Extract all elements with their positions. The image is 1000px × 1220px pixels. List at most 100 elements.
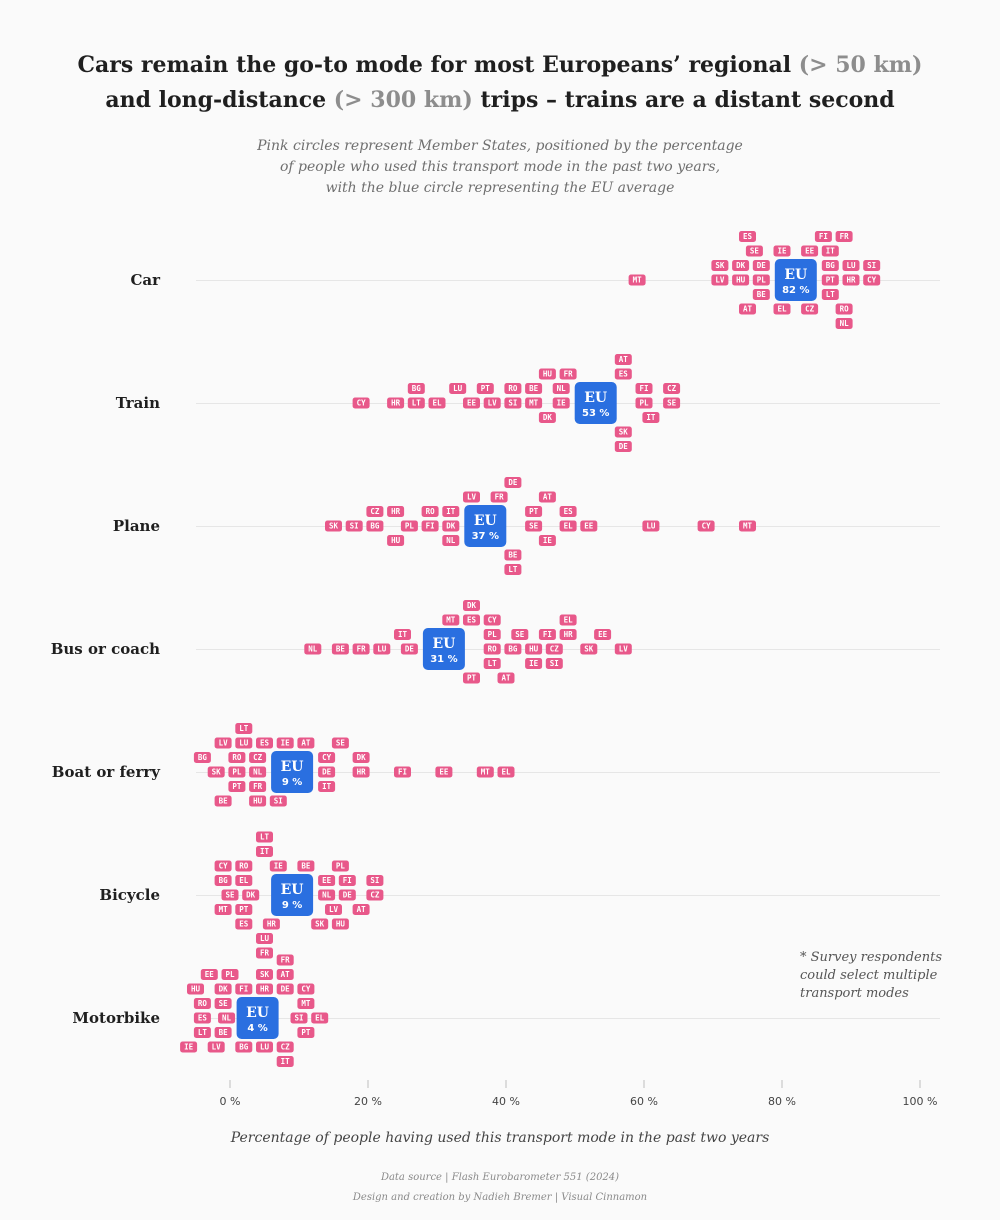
eu-label: EU bbox=[474, 513, 497, 529]
member-state-code: DE bbox=[619, 442, 629, 451]
subtitle-line-1: Pink circles represent Member States, po… bbox=[257, 138, 743, 154]
member-state-code: ES bbox=[564, 507, 574, 516]
member-state-pl: PL bbox=[400, 520, 418, 532]
member-state-lv: LV bbox=[483, 397, 501, 409]
member-state-mt: MT bbox=[739, 520, 756, 532]
member-state-marker bbox=[739, 520, 756, 532]
member-state-marker bbox=[352, 752, 370, 763]
member-state-at: AT bbox=[538, 491, 556, 503]
member-state-code: SE bbox=[219, 999, 229, 1008]
member-state-code: CY bbox=[301, 985, 311, 994]
member-state-marker bbox=[331, 860, 349, 872]
member-state-code: CY bbox=[219, 862, 229, 871]
member-state-code: FI bbox=[819, 232, 828, 241]
member-state-de: DE bbox=[318, 766, 336, 778]
x-axis-label: Percentage of people having used this tr… bbox=[230, 1130, 770, 1146]
member-state-marker bbox=[752, 260, 770, 271]
member-state-cy: CY bbox=[318, 752, 336, 763]
member-state-code: BG bbox=[826, 261, 836, 270]
member-state-bg: BG bbox=[193, 752, 211, 763]
member-state-code: EE bbox=[467, 399, 477, 408]
member-state-marker bbox=[663, 383, 681, 394]
member-state-code: FR bbox=[357, 645, 367, 654]
member-state-marker bbox=[559, 368, 577, 380]
member-state-pt: PT bbox=[821, 274, 839, 286]
member-state-marker bbox=[311, 1012, 329, 1024]
member-state-code: HR bbox=[564, 630, 574, 639]
title-line-1: Cars remain the go-to mode for most Euro… bbox=[0, 48, 1000, 83]
member-state-marker bbox=[256, 969, 273, 980]
member-state-marker bbox=[497, 672, 515, 684]
member-state-lu: LU bbox=[842, 260, 860, 271]
member-state-code: SI bbox=[550, 659, 559, 668]
member-state-lu: LU bbox=[449, 383, 467, 394]
member-state-marker bbox=[642, 412, 660, 423]
member-state-mt: MT bbox=[214, 904, 232, 915]
member-state-code: BG bbox=[508, 645, 518, 654]
member-state-sk: SK bbox=[580, 643, 598, 655]
member-state-marker bbox=[214, 875, 232, 886]
member-state-code: SI bbox=[508, 399, 517, 408]
member-state-code: PT bbox=[301, 1028, 311, 1037]
member-state-code: FI bbox=[426, 522, 435, 531]
row-boat-or-ferry: Boat or ferry IE SI AT ES NL CZ FR HU DE CY IT LU LT S… bbox=[52, 723, 940, 807]
member-state-code: SI bbox=[294, 1014, 303, 1023]
member-state-code: AT bbox=[743, 305, 753, 314]
member-state-it: IT bbox=[276, 1056, 294, 1067]
member-state-ie: IE bbox=[525, 658, 543, 669]
member-state-marker bbox=[325, 520, 342, 532]
member-state-ie: IE bbox=[538, 535, 556, 546]
eu-label: EU bbox=[432, 636, 455, 652]
title-line-2: and long-distance (> 300 km) trips – tra… bbox=[0, 83, 1000, 118]
member-state-it: IT bbox=[442, 506, 460, 517]
member-state-code: LT bbox=[239, 724, 249, 733]
eu-average-car: EU 82 % bbox=[774, 259, 817, 301]
member-state-code: FR bbox=[260, 949, 270, 958]
member-state-marker bbox=[504, 643, 522, 655]
chart-title: Cars remain the go-to mode for most Euro… bbox=[0, 48, 1000, 118]
member-state-el: EL bbox=[311, 1012, 329, 1024]
member-state-marker bbox=[276, 1056, 294, 1067]
member-state-code: CZ bbox=[253, 753, 263, 762]
member-state-marker bbox=[214, 860, 232, 872]
row-label-car: Car bbox=[130, 271, 161, 289]
eu-average-marker bbox=[236, 997, 279, 1039]
member-state-cy: CY bbox=[483, 614, 501, 626]
member-state-es: ES bbox=[559, 506, 577, 517]
member-state-hu: HU bbox=[732, 274, 750, 286]
member-state-marker bbox=[276, 737, 294, 749]
member-state-code: EE bbox=[584, 522, 594, 531]
member-state-at: AT bbox=[614, 354, 632, 365]
member-state-dk: DK bbox=[463, 600, 480, 611]
member-state-code: PT bbox=[481, 384, 491, 393]
member-state-code: ES bbox=[619, 370, 629, 379]
member-state-code: LT bbox=[508, 565, 518, 574]
eu-label: EU bbox=[784, 267, 807, 283]
member-state-fi: FI bbox=[338, 875, 356, 886]
member-state-fi: FI bbox=[394, 766, 411, 778]
member-state-code: RO bbox=[426, 507, 436, 516]
member-state-code: ES bbox=[743, 232, 753, 241]
member-state-marker bbox=[373, 643, 391, 655]
member-state-code: IT bbox=[826, 247, 836, 256]
member-state-de: DE bbox=[504, 477, 522, 488]
member-state-code: PT bbox=[232, 782, 242, 791]
member-state-marker bbox=[835, 231, 853, 242]
eu-value-label: 9 % bbox=[282, 777, 302, 788]
member-state-cy: CY bbox=[297, 983, 315, 995]
member-state-code: EE bbox=[322, 876, 332, 885]
member-state-code: BE bbox=[529, 384, 539, 393]
member-state-si: SI bbox=[345, 520, 363, 532]
member-state-code: RO bbox=[508, 384, 518, 393]
member-state-code: HU bbox=[253, 797, 263, 806]
member-state-hu: HU bbox=[538, 368, 556, 380]
member-state-marker bbox=[580, 643, 598, 655]
member-state-fi: FI bbox=[814, 231, 832, 242]
member-state-code: EL bbox=[564, 522, 574, 531]
member-state-marker bbox=[545, 658, 563, 669]
member-state-pt: PT bbox=[297, 1027, 315, 1038]
member-state-it: IT bbox=[642, 412, 660, 423]
member-state-marker bbox=[614, 441, 632, 452]
member-state-el: EL bbox=[559, 614, 577, 626]
